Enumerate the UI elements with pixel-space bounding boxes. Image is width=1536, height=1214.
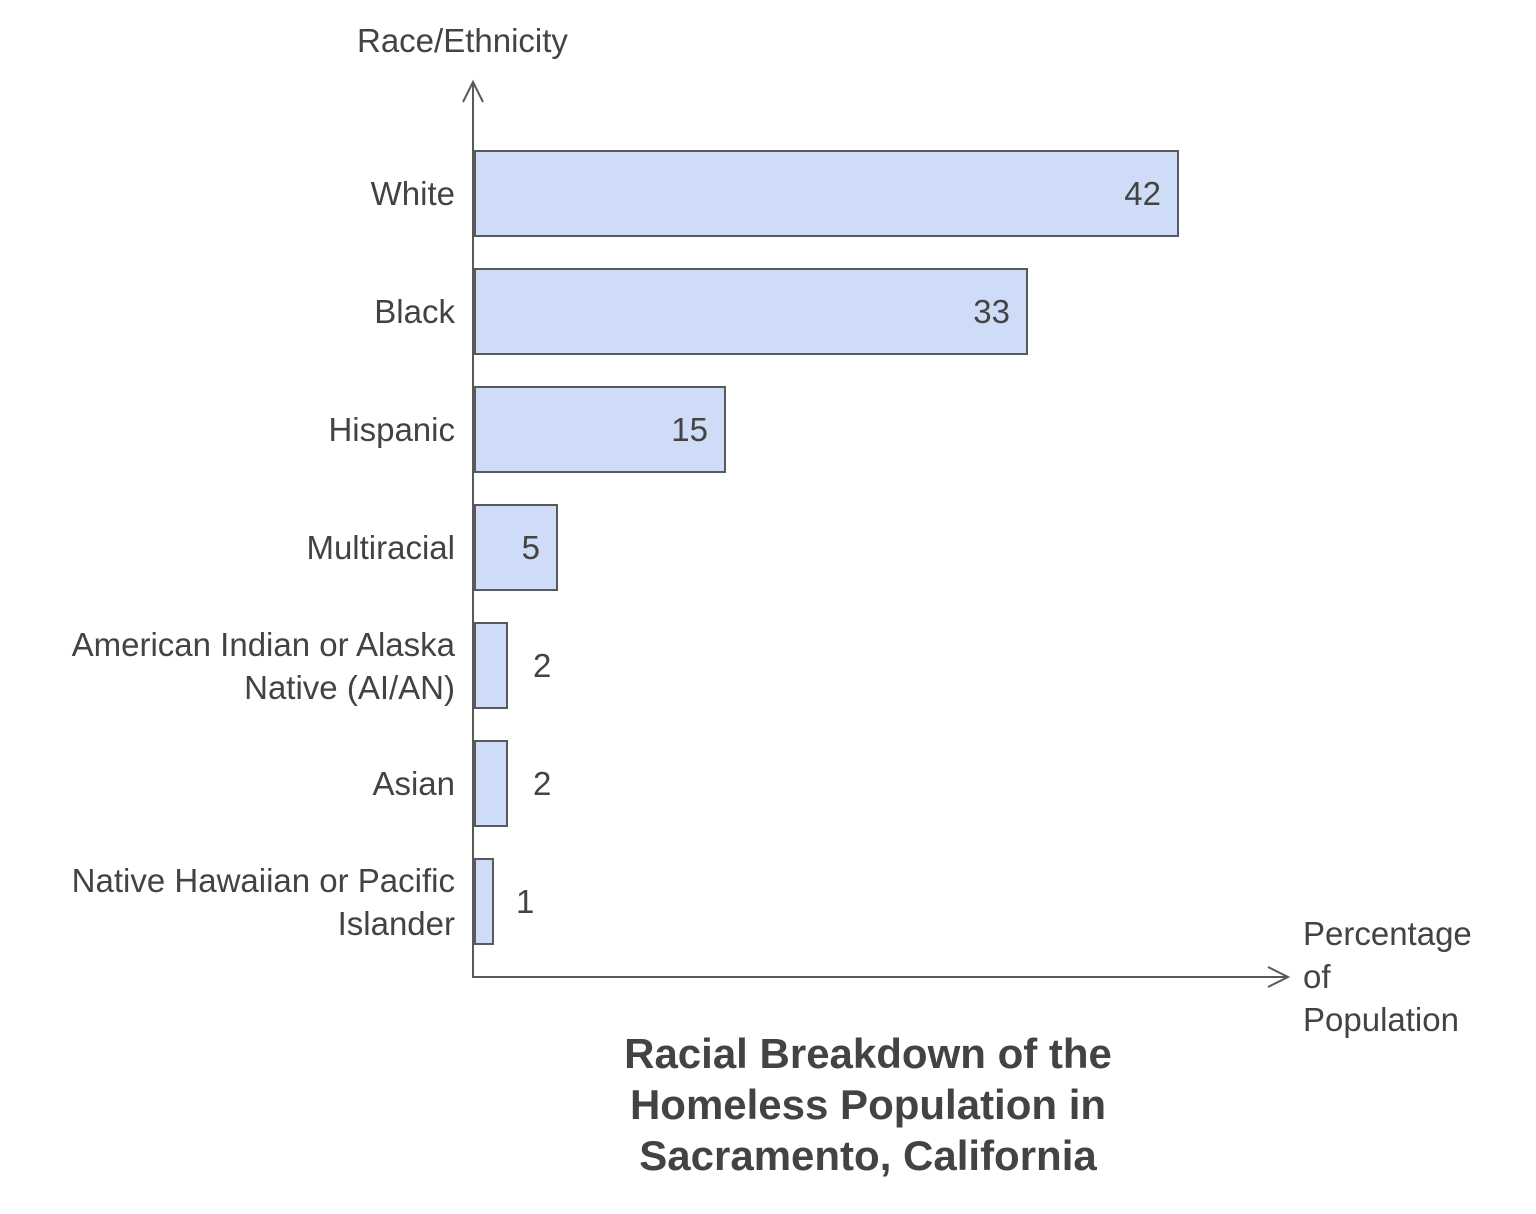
x-axis-title: Percentage of Population bbox=[1303, 912, 1472, 1041]
category-label: Native Hawaiian or Pacific Islander bbox=[71, 861, 455, 942]
category-label: Asian bbox=[372, 765, 455, 802]
category-label: American Indian or Alaska Native (AI/AN) bbox=[71, 625, 455, 706]
value-label: 15 bbox=[671, 410, 708, 448]
value-label: 2 bbox=[533, 647, 552, 684]
category-label: Hispanic bbox=[328, 411, 455, 448]
value-label: 2 bbox=[533, 765, 552, 802]
chart-title: Racial Breakdown of the Homeless Populat… bbox=[468, 1028, 1268, 1181]
bar bbox=[474, 858, 494, 945]
y-axis-arrow-icon bbox=[462, 79, 484, 103]
value-label: 42 bbox=[1124, 174, 1161, 212]
bar-row: Multiracial 5 bbox=[0, 504, 1536, 591]
category-label: Multiracial bbox=[306, 529, 455, 566]
x-axis-title-line: Population bbox=[1303, 1001, 1459, 1038]
bar-row: 1 Native Hawaiian or Pacific Islander bbox=[0, 858, 1536, 945]
value-label: 1 bbox=[516, 883, 535, 920]
bar-rows: White 42 Black 33 Hispanic 15 Multiracial 5 2 Ame… bbox=[0, 150, 1536, 976]
bar: 33 bbox=[474, 268, 1028, 355]
bar-row: Hispanic 15 bbox=[0, 386, 1536, 473]
chart-title-line: Racial Breakdown of the bbox=[624, 1030, 1112, 1077]
y-axis-title: Race/Ethnicity bbox=[357, 22, 568, 59]
x-axis-arrow-icon bbox=[1267, 966, 1291, 988]
bar: 42 bbox=[474, 150, 1179, 237]
value-label: 33 bbox=[973, 292, 1010, 330]
bar-row: 2 Asian bbox=[0, 740, 1536, 827]
bar-row: White 42 bbox=[0, 150, 1536, 237]
bar-row: 2 American Indian or Alaska Native (AI/AN) bbox=[0, 622, 1536, 709]
category-label: Black bbox=[374, 293, 455, 330]
value-label: 5 bbox=[521, 528, 540, 566]
bar bbox=[474, 622, 508, 709]
bar-row: Black 33 bbox=[0, 268, 1536, 355]
category-label: White bbox=[370, 175, 455, 212]
x-axis-title-line: of bbox=[1303, 958, 1331, 995]
bar: 5 bbox=[474, 504, 558, 591]
chart-title-line: Sacramento, California bbox=[639, 1132, 1097, 1179]
bar bbox=[474, 740, 508, 827]
bar: 15 bbox=[474, 386, 726, 473]
x-axis-title-line: Percentage bbox=[1303, 915, 1472, 952]
chart-title-line: Homeless Population in bbox=[629, 1081, 1107, 1128]
